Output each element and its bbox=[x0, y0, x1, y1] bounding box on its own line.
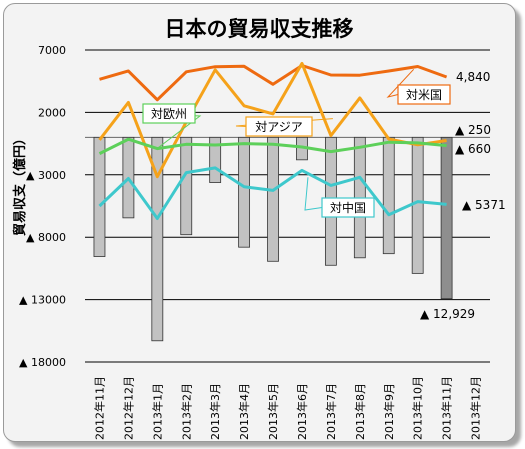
legend-box bbox=[397, 84, 451, 105]
x-tick-label: 2013年10月 bbox=[411, 376, 425, 440]
bar bbox=[151, 136, 164, 342]
legend-label: 対アジア bbox=[255, 120, 303, 134]
legend-label: 対中国 bbox=[330, 200, 366, 215]
x-tick-label: 2013年9月 bbox=[382, 383, 396, 440]
y-tick-label: ▲ 18000 bbox=[19, 356, 66, 369]
y-tick-label: 2000 bbox=[38, 106, 66, 119]
legend-box bbox=[142, 103, 196, 124]
bar bbox=[209, 136, 222, 183]
series-line bbox=[99, 64, 448, 102]
x-tick-label: 2013年11月 bbox=[440, 376, 454, 440]
y-tick-label: ▲ 13000 bbox=[19, 294, 66, 307]
y-axis-label: 貿易収支（億円） bbox=[12, 132, 28, 236]
bar bbox=[238, 136, 251, 248]
x-tick-label: 2012年12月 bbox=[121, 376, 135, 440]
y-tick-label: ▲ 3000 bbox=[26, 169, 66, 182]
legend-pointer bbox=[386, 69, 415, 98]
x-tick-label: 2012年11月 bbox=[92, 376, 106, 440]
y-tick-label: 7000 bbox=[38, 44, 66, 57]
bar bbox=[382, 136, 395, 255]
annotation-label: ▲ 660 bbox=[455, 142, 491, 156]
y-tick-labels: 7000 2000 ▲ 3000 ▲ 8000 ▲ 13000 ▲ 18000 bbox=[19, 44, 66, 369]
x-tick-label: 2013年12月 bbox=[469, 376, 483, 440]
bar bbox=[440, 136, 453, 300]
x-tick-label: 2013年6月 bbox=[295, 383, 309, 440]
legend-pointer bbox=[304, 177, 323, 211]
annotation-label: 4,840 bbox=[456, 70, 490, 84]
chart-title: 日本の貿易収支推移 bbox=[165, 17, 354, 41]
series-line bbox=[98, 137, 447, 155]
x-tick-label: 2013年8月 bbox=[353, 383, 367, 440]
bar bbox=[93, 136, 106, 257]
x-tick-label: 2013年2月 bbox=[179, 383, 193, 440]
line-series bbox=[98, 61, 448, 220]
bar bbox=[411, 136, 424, 274]
annotation-label: ▲ 12,929 bbox=[420, 307, 475, 321]
annotation-label: ▲ 5371 bbox=[462, 198, 506, 212]
annotation-label: ▲ 250 bbox=[455, 123, 491, 137]
legend-label: 対欧州 bbox=[151, 107, 187, 121]
x-tick-label: 2013年3月 bbox=[208, 383, 222, 440]
legend-label: 対米国 bbox=[406, 88, 442, 102]
x-tick-labels: 2012年11月 2012年12月 2013年1月 2013年2月 2013年3月 201… bbox=[92, 376, 482, 440]
bar bbox=[267, 136, 279, 262]
series-line bbox=[98, 166, 447, 220]
legend-box bbox=[245, 116, 313, 137]
x-tick-label: 2013年5月 bbox=[266, 383, 280, 440]
series-line bbox=[98, 61, 447, 179]
end-value-labels: 4,840 ▲ 250 ▲ 660 ▲ 5371 ▲ 12,929 bbox=[420, 70, 506, 321]
x-tick-label: 2013年1月 bbox=[150, 383, 164, 440]
y-tick-label: ▲ 8000 bbox=[26, 231, 66, 244]
bar bbox=[180, 136, 193, 236]
x-tick-label: 2013年4月 bbox=[237, 383, 251, 440]
legend-box bbox=[321, 197, 375, 218]
x-tick-label: 2013年7月 bbox=[324, 383, 338, 440]
